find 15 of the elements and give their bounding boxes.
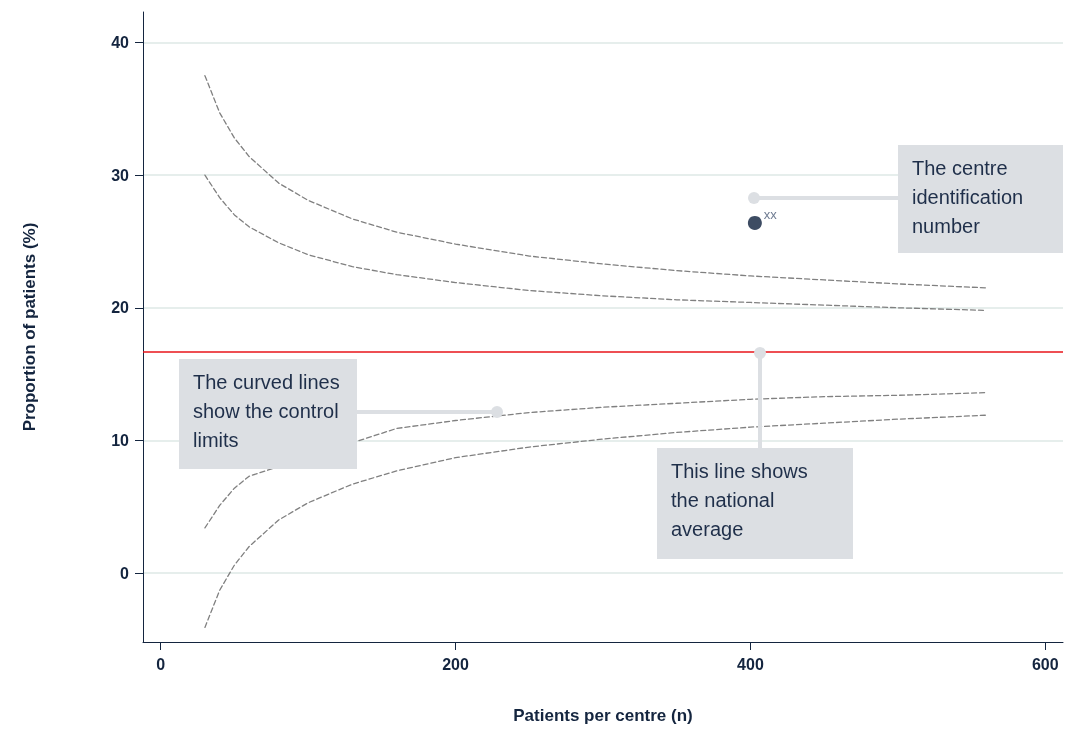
x-tick-label: 200: [442, 655, 470, 673]
y-tick-label: 10: [111, 431, 130, 449]
annotation: The curved lines show the control limits: [179, 359, 357, 469]
x-axis-title: Patients per centre (n): [513, 706, 693, 725]
annotation: The centre identification number: [898, 145, 1063, 253]
annotation: This line shows the national average: [657, 448, 853, 559]
x-tick-label: 0: [156, 655, 166, 673]
y-tick-label: 20: [111, 299, 130, 317]
y-tick-label: 40: [111, 34, 130, 52]
y-axis-title: Proportion of patients (%): [20, 222, 39, 432]
data-label: xx: [763, 206, 778, 222]
y-tick-label: 0: [120, 564, 130, 582]
x-tick-label: 600: [1031, 655, 1059, 673]
x-tick-label: 400: [737, 655, 764, 673]
y-tick-label: 30: [111, 166, 130, 184]
